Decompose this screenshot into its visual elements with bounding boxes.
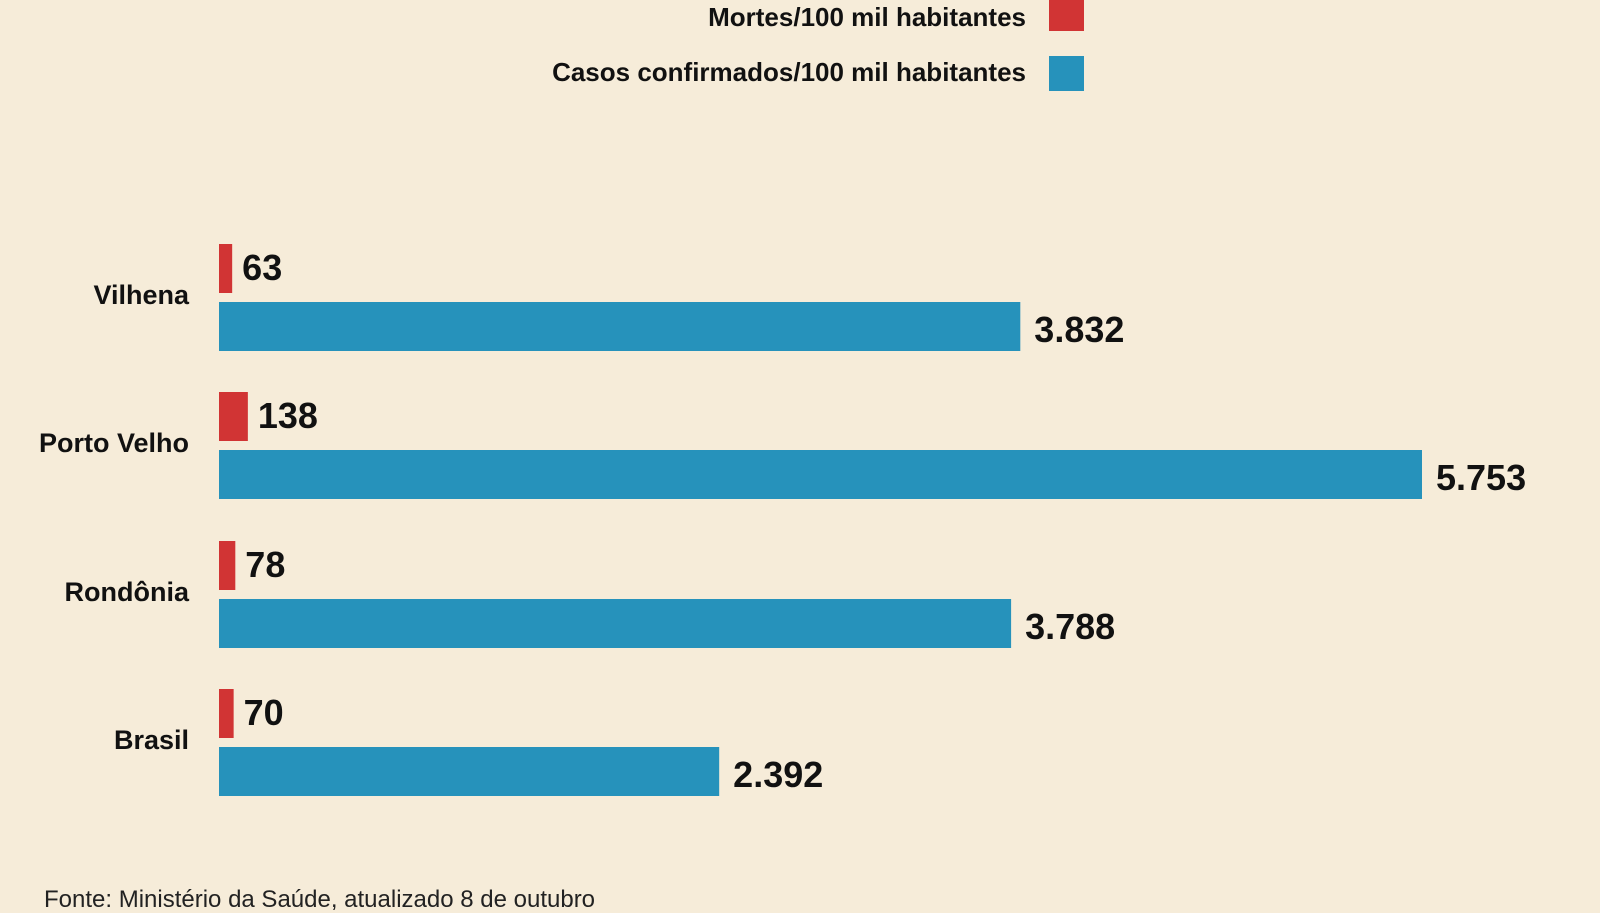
bar-cases-rondonia (219, 599, 1012, 648)
value-label-cases-rondonia: 3.788 (1025, 606, 1115, 647)
bar-deaths-brasil (219, 689, 234, 738)
legend-swatch-cases (1049, 56, 1084, 91)
value-label-deaths-brasil: 70 (244, 692, 284, 733)
category-label-rondonia: Rondônia (65, 577, 190, 607)
value-label-cases-brasil: 2.392 (733, 754, 823, 795)
plot-area: Vilhena 63 3.832 Porto Velho 138 5.753 Rondôni… (39, 244, 1526, 796)
legend: Mortes/100 mil habitantes Casos confirmad… (552, 0, 1084, 91)
value-label-deaths-vilhena: 63 (242, 247, 282, 288)
legend-label-deaths: Mortes/100 mil habitantes (708, 2, 1026, 32)
value-label-deaths-rondonia: 78 (245, 544, 285, 585)
bar-cases-brasil (219, 747, 720, 796)
category-label-porto-velho: Porto Velho (39, 428, 189, 458)
category-label-brasil: Brasil (114, 725, 189, 755)
legend-label-cases: Casos confirmados/100 mil habitantes (552, 57, 1026, 87)
value-label-deaths-porto-velho: 138 (258, 395, 318, 436)
bar-deaths-porto-velho (219, 392, 248, 441)
value-label-cases-porto-velho: 5.753 (1436, 457, 1526, 498)
legend-swatch-deaths (1049, 0, 1084, 31)
bar-deaths-rondonia (219, 541, 236, 590)
bar-cases-vilhena (219, 302, 1021, 351)
source-note: Fonte: Ministério da Saúde, atualizado 8… (44, 886, 596, 913)
category-label-vilhena: Vilhena (93, 280, 190, 310)
bar-deaths-vilhena (219, 244, 233, 293)
value-label-cases-vilhena: 3.832 (1034, 309, 1124, 350)
bar-cases-porto-velho (219, 450, 1422, 499)
